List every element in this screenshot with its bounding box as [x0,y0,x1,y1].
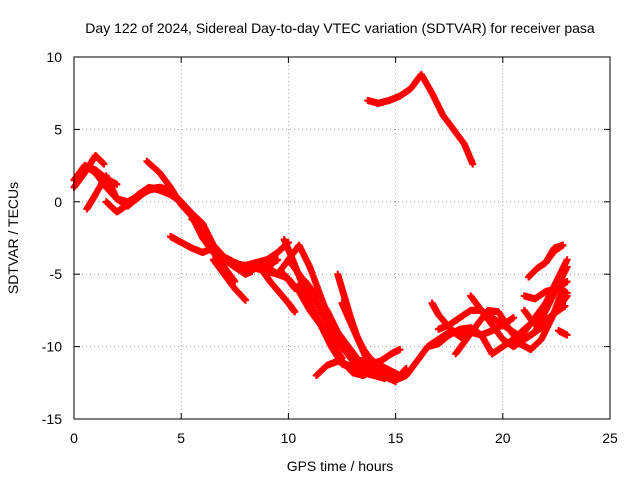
data-point [274,256,282,264]
axes: 0 5 10 15 20 25 -15 -10 -5 0 5 10 [42,49,618,446]
x-axis-label: GPS time / hours [287,458,394,474]
data-point [563,263,571,271]
x-tick-label: 20 [495,430,511,446]
y-tick-label: -15 [42,411,62,427]
x-tick-label: 0 [70,430,78,446]
chart-title: Day 122 of 2024, Sidereal Day-to-day VTE… [85,20,595,36]
data-point [291,308,299,316]
plot-frame [73,56,611,420]
y-axis-label: SDTVAR / TECUs [5,182,21,294]
x-tick-label: 5 [177,430,185,446]
x-tick-label: 10 [281,430,297,446]
data-point [563,289,571,297]
x-tick-label: 15 [388,430,404,446]
data-point [113,180,121,188]
data-point [563,331,571,339]
data-point [563,277,571,285]
series-track-4 [81,162,121,188]
series-track-15 [259,267,299,316]
series-track-36 [555,327,571,339]
grid-lines [74,57,610,419]
data-point [469,160,477,168]
series-track-2 [70,151,108,191]
data-point [559,241,567,249]
y-tick-label: -10 [42,339,62,355]
y-tick-label: 10 [46,49,62,65]
data-point [563,256,571,264]
y-tick-label: -5 [50,266,63,282]
series-track-8 [166,233,213,256]
x-tick-label: 25 [602,430,618,446]
data-point [510,314,518,322]
series-track-21 [338,299,400,380]
series-track-35 [542,241,567,267]
y-tick-label: 0 [54,194,62,210]
y-tick-label: 5 [54,121,62,137]
data-point [561,302,569,310]
data-point [100,160,108,168]
data-point [396,345,404,353]
series-track-33 [520,285,571,303]
series-track-37 [364,70,477,168]
series-track-11 [209,256,250,304]
data-points [70,70,571,385]
data-point [242,296,250,304]
